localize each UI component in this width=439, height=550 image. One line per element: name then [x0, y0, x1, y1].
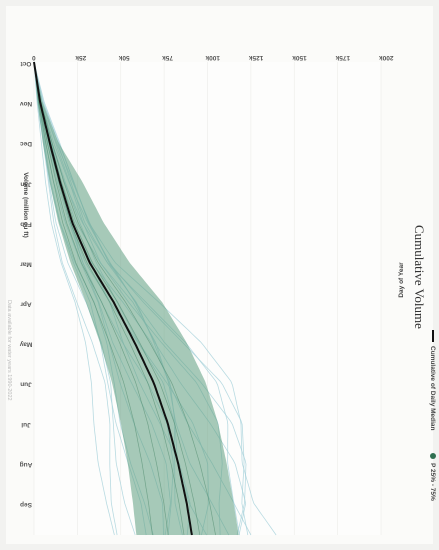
y-tick-label: 200k [379, 54, 394, 61]
x-tick-label: Mar [20, 260, 32, 267]
p25-p75-band-area [34, 62, 239, 535]
band-texture-line [33, 61, 153, 536]
y-tick-label: 75k [162, 54, 173, 61]
x-tick-label: Dec [20, 140, 32, 147]
y-axis-title: Volume (million cu ft) [22, 172, 29, 238]
x-tick-label: Sep [20, 501, 32, 508]
band-texture-line [33, 61, 216, 536]
y-tick-label: 150k [292, 54, 307, 61]
y-tick-label: 50k [118, 54, 129, 61]
y-tick-label: 0 [32, 54, 36, 61]
x-tick-label: Nov [19, 100, 32, 107]
x-tick-label: Jan [20, 180, 31, 187]
x-tick-labels: Oct Nov Dec Jan Feb Mar Apr May Jun Jul Aug Sep [19, 60, 32, 508]
x-tick-label: Jul [21, 421, 31, 428]
legend: Cumulative of Daily Median P 25% - 75% [429, 330, 436, 501]
x-tick-label: Aug [20, 461, 33, 468]
median-line [33, 61, 193, 536]
y-tick-labels: 0 25k 50k 75k 100k 125k 150k 175k 200k [32, 54, 394, 61]
x-tick-label: Feb [20, 220, 32, 227]
median-line-group [33, 61, 193, 536]
annual-line [33, 61, 115, 536]
x-tick-label: Oct [20, 60, 32, 67]
y-tick-label: 25k [75, 54, 86, 61]
footer-note-text: Data available for water years 1990-2022 [6, 300, 12, 401]
y-tick-label: 125k [248, 54, 263, 61]
x-tick-label: Apr [20, 301, 32, 308]
x-tick-label: Jun [20, 381, 32, 388]
y-tick-label: 100k [205, 54, 220, 61]
chart-title: Cumulative Volume [412, 225, 427, 329]
band-texture-line [33, 61, 169, 536]
x-tick-label: May [19, 341, 32, 348]
x-axis-title: Day of Year [398, 262, 405, 298]
y-tick-label: 175k [335, 54, 350, 61]
footer-note: Data available for water years 1990-2022 [2, 300, 14, 440]
legend-band-swatch [430, 453, 436, 459]
legend-band-label: P 25% - 75% [429, 463, 436, 501]
legend-median-label: Cumulative of Daily Median [429, 346, 436, 431]
